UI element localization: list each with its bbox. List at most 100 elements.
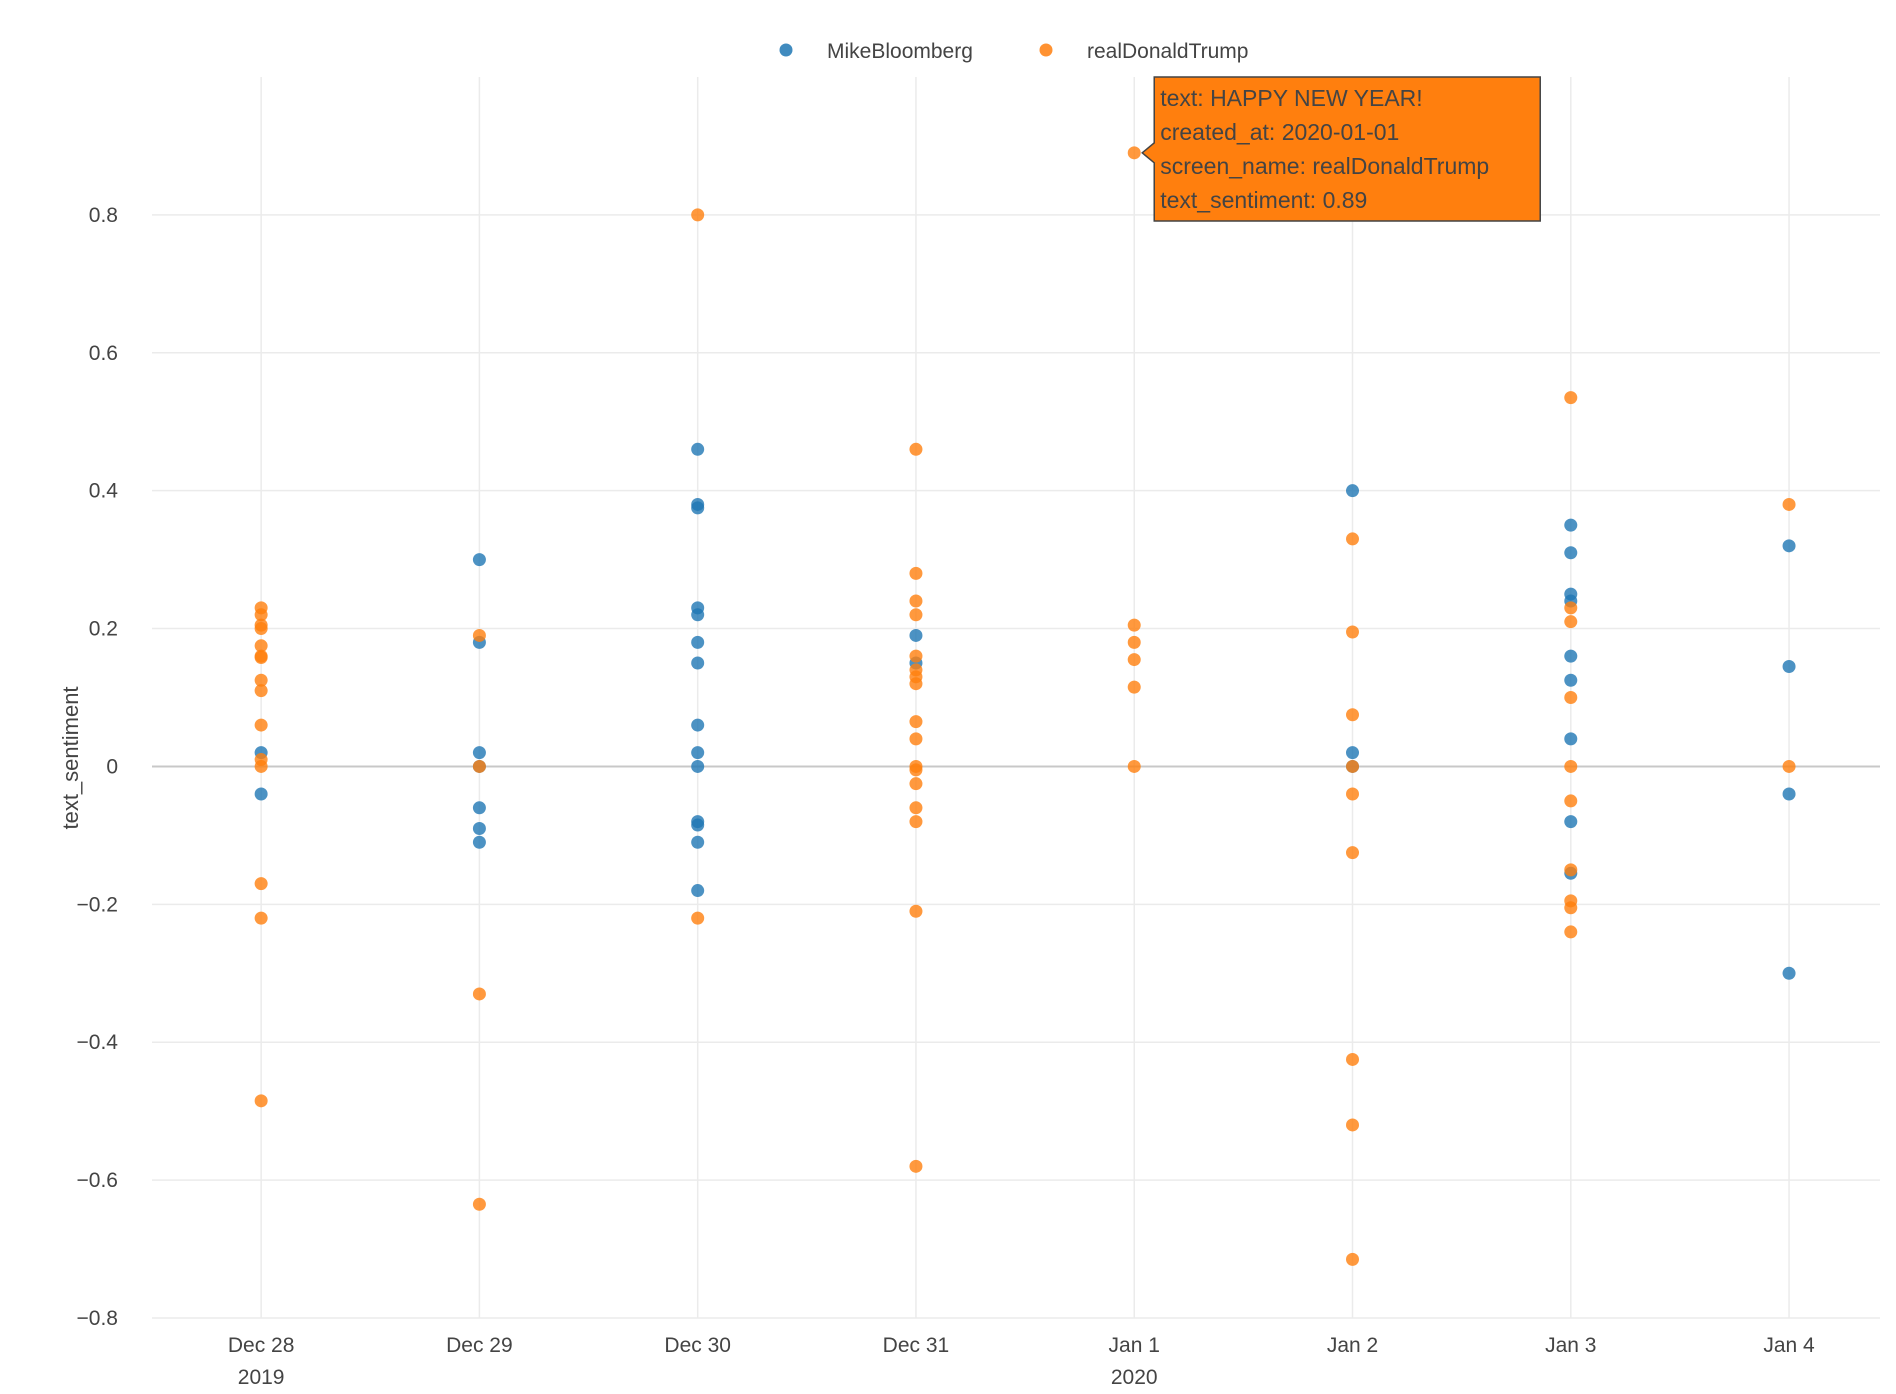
data-point-MikeBloomberg[interactable] <box>472 801 486 815</box>
data-point-realDonaldTrump[interactable] <box>254 608 268 622</box>
data-point-realDonaldTrump[interactable] <box>691 911 705 925</box>
data-point-realDonaldTrump[interactable] <box>472 628 486 642</box>
data-point-MikeBloomberg[interactable] <box>472 553 486 567</box>
legend-item-realDonaldTrump[interactable]: realDonaldTrump <box>1039 40 1249 63</box>
data-point-MikeBloomberg[interactable] <box>1782 659 1796 673</box>
data-point-realDonaldTrump[interactable] <box>1127 759 1141 773</box>
data-point-realDonaldTrump[interactable] <box>472 987 486 1001</box>
data-point-realDonaldTrump[interactable] <box>1782 759 1796 773</box>
data-point-MikeBloomberg[interactable] <box>691 442 705 456</box>
data-point-realDonaldTrump[interactable] <box>254 622 268 636</box>
data-point-realDonaldTrump[interactable] <box>254 911 268 925</box>
data-point-realDonaldTrump[interactable] <box>1564 794 1578 808</box>
x-tick-label: Dec 28 <box>228 1334 295 1357</box>
data-point-realDonaldTrump[interactable] <box>1127 680 1141 694</box>
data-point-realDonaldTrump[interactable] <box>1346 787 1360 801</box>
data-point-realDonaldTrump[interactable] <box>254 759 268 773</box>
data-point-realDonaldTrump[interactable] <box>1346 532 1360 546</box>
data-point-MikeBloomberg[interactable] <box>691 759 705 773</box>
tooltip-line: text_sentiment: 0.89 <box>1160 187 1367 213</box>
data-point-MikeBloomberg[interactable] <box>1564 649 1578 663</box>
data-point-realDonaldTrump[interactable] <box>1564 901 1578 915</box>
data-point-realDonaldTrump[interactable] <box>1127 635 1141 649</box>
x-tick-label: Dec 31 <box>883 1334 950 1357</box>
data-point-realDonaldTrump[interactable] <box>1127 146 1141 160</box>
data-point-realDonaldTrump[interactable] <box>1782 497 1796 511</box>
data-point-realDonaldTrump[interactable] <box>909 801 923 815</box>
data-point-realDonaldTrump[interactable] <box>909 594 923 608</box>
data-point-realDonaldTrump[interactable] <box>909 777 923 791</box>
y-tick-label: −0.6 <box>77 1169 118 1192</box>
data-point-MikeBloomberg[interactable] <box>254 787 268 801</box>
tooltip-line: screen_name: realDonaldTrump <box>1160 153 1489 179</box>
data-point-MikeBloomberg[interactable] <box>691 656 705 670</box>
data-point-realDonaldTrump[interactable] <box>909 1159 923 1173</box>
data-point-realDonaldTrump[interactable] <box>909 732 923 746</box>
data-point-realDonaldTrump[interactable] <box>254 718 268 732</box>
data-point-MikeBloomberg[interactable] <box>1564 546 1578 560</box>
data-point-realDonaldTrump[interactable] <box>254 1094 268 1108</box>
data-point-realDonaldTrump[interactable] <box>254 639 268 653</box>
data-point-MikeBloomberg[interactable] <box>472 835 486 849</box>
data-point-realDonaldTrump[interactable] <box>472 1197 486 1211</box>
data-point-realDonaldTrump[interactable] <box>1564 691 1578 704</box>
data-point-MikeBloomberg[interactable] <box>691 608 705 622</box>
data-point-realDonaldTrump[interactable] <box>909 904 923 918</box>
data-point-MikeBloomberg[interactable] <box>1564 673 1578 687</box>
legend[interactable]: MikeBloomberg realDonaldTrump <box>779 40 1249 63</box>
data-point-MikeBloomberg[interactable] <box>691 835 705 849</box>
grid-layer <box>152 77 1880 1319</box>
data-point-MikeBloomberg[interactable] <box>1564 732 1578 746</box>
data-point-realDonaldTrump[interactable] <box>254 673 268 687</box>
data-point-realDonaldTrump[interactable] <box>254 877 268 891</box>
data-point-MikeBloomberg[interactable] <box>1564 518 1578 532</box>
data-point-MikeBloomberg[interactable] <box>1782 966 1796 980</box>
data-point-realDonaldTrump[interactable] <box>909 677 923 691</box>
data-point-MikeBloomberg[interactable] <box>1346 484 1360 498</box>
data-point-realDonaldTrump[interactable] <box>1346 846 1360 860</box>
data-point-realDonaldTrump[interactable] <box>909 608 923 622</box>
data-point-MikeBloomberg[interactable] <box>691 635 705 649</box>
data-point-realDonaldTrump[interactable] <box>1127 618 1141 632</box>
data-point-MikeBloomberg[interactable] <box>1564 815 1578 829</box>
data-point-realDonaldTrump[interactable] <box>1346 708 1360 722</box>
data-point-realDonaldTrump[interactable] <box>909 649 923 663</box>
data-point-MikeBloomberg[interactable] <box>691 718 705 732</box>
data-point-realDonaldTrump[interactable] <box>1564 863 1578 877</box>
x-tick-label: Jan 4 <box>1763 1334 1815 1357</box>
x-tick-label: Jan 1 <box>1109 1334 1160 1357</box>
data-point-realDonaldTrump[interactable] <box>1564 615 1578 629</box>
data-point-realDonaldTrump[interactable] <box>254 684 268 698</box>
data-point-realDonaldTrump[interactable] <box>1346 1052 1360 1066</box>
data-point-realDonaldTrump[interactable] <box>1346 625 1360 639</box>
data-point-MikeBloomberg[interactable] <box>1782 539 1796 553</box>
data-point-MikeBloomberg[interactable] <box>691 884 705 898</box>
data-point-MikeBloomberg[interactable] <box>691 746 705 760</box>
data-point-realDonaldTrump[interactable] <box>909 442 923 456</box>
data-point-realDonaldTrump[interactable] <box>1346 759 1360 773</box>
data-point-realDonaldTrump[interactable] <box>909 566 923 580</box>
data-point-MikeBloomberg[interactable] <box>1782 787 1796 801</box>
data-point-MikeBloomberg[interactable] <box>691 501 705 515</box>
data-point-MikeBloomberg[interactable] <box>909 628 923 642</box>
data-point-realDonaldTrump[interactable] <box>909 763 923 777</box>
data-point-MikeBloomberg[interactable] <box>472 746 486 760</box>
data-point-realDonaldTrump[interactable] <box>909 815 923 829</box>
data-point-realDonaldTrump[interactable] <box>1127 653 1141 667</box>
data-point-realDonaldTrump[interactable] <box>1564 391 1578 405</box>
data-point-realDonaldTrump[interactable] <box>909 715 923 729</box>
data-point-realDonaldTrump[interactable] <box>1564 925 1578 939</box>
data-point-realDonaldTrump[interactable] <box>1564 601 1578 615</box>
data-point-MikeBloomberg[interactable] <box>691 818 705 832</box>
data-point-realDonaldTrump[interactable] <box>1346 1118 1360 1132</box>
data-point-realDonaldTrump[interactable] <box>691 208 705 222</box>
data-point-MikeBloomberg[interactable] <box>472 821 486 835</box>
data-point-realDonaldTrump[interactable] <box>472 759 486 773</box>
data-points[interactable] <box>254 146 1796 1266</box>
data-point-MikeBloomberg[interactable] <box>1346 746 1360 760</box>
data-point-realDonaldTrump[interactable] <box>1346 1252 1360 1266</box>
legend-item-MikeBloomberg[interactable]: MikeBloomberg <box>779 40 973 63</box>
hover-tooltip: text: HAPPY NEW YEAR! created_at: 2020-01… <box>1141 76 1541 222</box>
data-point-realDonaldTrump[interactable] <box>254 651 268 665</box>
data-point-realDonaldTrump[interactable] <box>1564 759 1578 773</box>
